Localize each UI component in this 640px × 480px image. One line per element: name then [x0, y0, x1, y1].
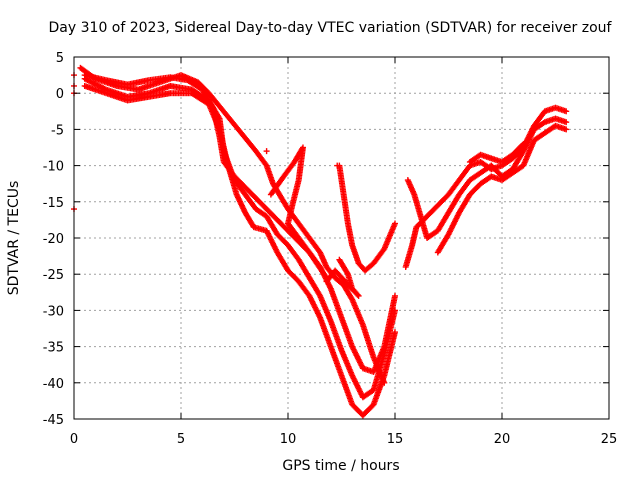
y-tick-label: -15 [43, 196, 64, 211]
data-point [323, 278, 330, 285]
y-tick-label: -5 [51, 123, 64, 138]
y-tick-label: -20 [43, 232, 64, 247]
data-point [563, 126, 570, 133]
series-track-4 [77, 64, 388, 386]
series-track-6 [323, 256, 362, 299]
series-track-3 [81, 82, 398, 419]
y-tick-label: 5 [56, 51, 64, 66]
series-track-7 [336, 162, 398, 274]
data-point [563, 108, 570, 115]
data-point [381, 379, 388, 386]
data-point [392, 220, 398, 227]
y-tick-label: -45 [43, 413, 64, 428]
data-point [392, 307, 398, 314]
y-axis-label: SDTVAR / TECUs [6, 181, 22, 296]
x-axis-label: GPS time / hours [282, 458, 399, 474]
series-track-10 [434, 122, 570, 256]
data-point [392, 329, 398, 336]
x-tick-label: 20 [494, 432, 511, 447]
data-point [263, 148, 270, 155]
series-track-2 [81, 75, 398, 401]
data-point [392, 292, 398, 299]
x-tick-label: 25 [601, 432, 618, 447]
data-point [519, 141, 526, 148]
data-point [334, 162, 341, 169]
grid-lines [74, 57, 609, 419]
chart-title: Day 310 of 2023, Sidereal Day-to-day VTE… [49, 20, 613, 36]
data-points [71, 64, 570, 419]
data-point [520, 140, 527, 147]
y-tick-label: 0 [56, 87, 64, 102]
axis-ticks: 0 5 10 15 20 25 5 0 -5 -10 -15 -20 -25 -30 -35 -40 -45 [43, 51, 618, 447]
series-track-11 [466, 140, 527, 165]
x-tick-label: 10 [280, 432, 297, 447]
y-tick-label: -25 [43, 268, 64, 283]
x-tick-label: 0 [70, 432, 78, 447]
x-tick-label: 15 [387, 432, 404, 447]
data-point [563, 119, 570, 126]
y-tick-label: -10 [43, 160, 64, 175]
data-point [324, 277, 331, 284]
series-track-5 [267, 144, 330, 281]
y-tick-label: -30 [43, 304, 64, 319]
series-track-9 [404, 115, 570, 241]
y-tick-label: -35 [43, 341, 64, 356]
y-tick-label: -40 [43, 377, 64, 392]
x-tick-label: 5 [177, 432, 185, 447]
